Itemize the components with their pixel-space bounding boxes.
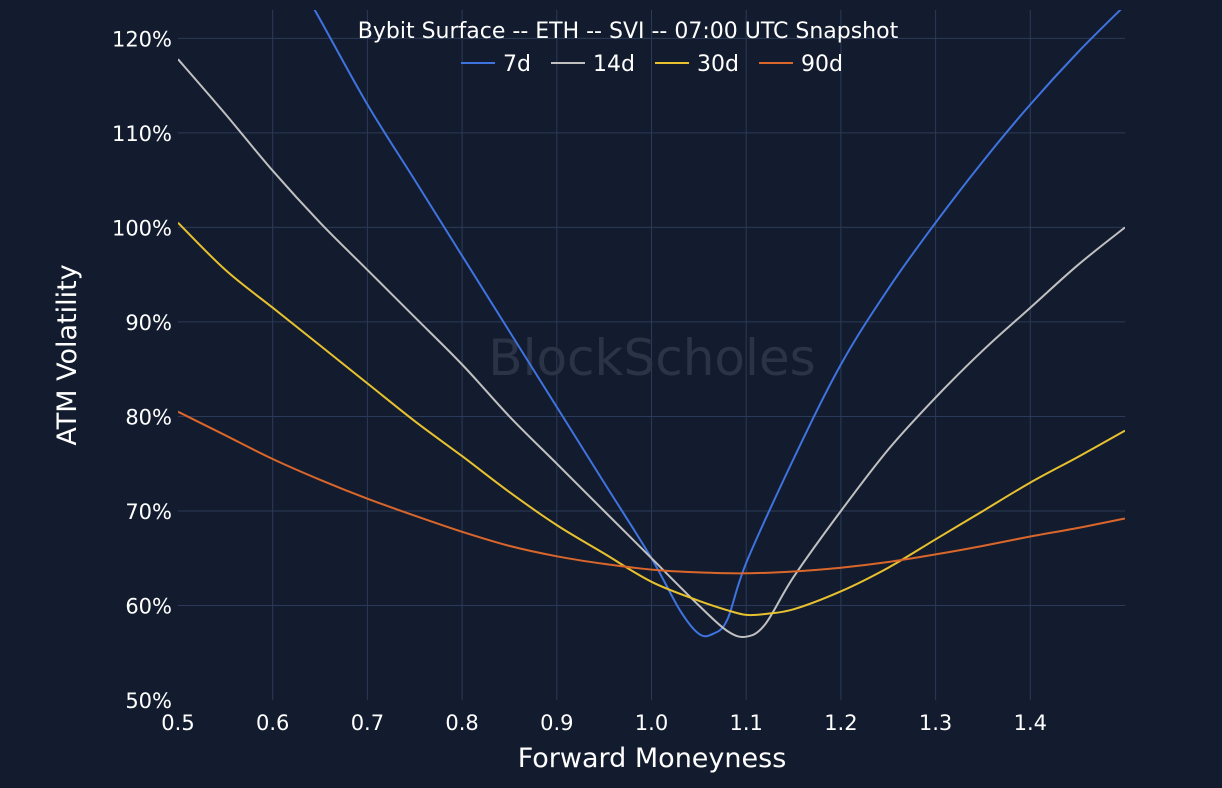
- series-group: [178, 10, 1125, 639]
- grid: [178, 10, 1125, 700]
- series-line-7d: [313, 10, 1122, 638]
- x-tick-label: 1.0: [635, 711, 668, 735]
- y-axis-title: ATM Volatility: [52, 264, 83, 445]
- x-tick-label: 0.6: [256, 711, 289, 735]
- x-tick-label: 1.3: [919, 711, 952, 735]
- legend-label: 7d: [503, 52, 531, 77]
- y-tick-label: 100%: [112, 216, 172, 240]
- chart-title: Bybit Surface -- ETH -- SVI -- 07:00 UTC…: [358, 19, 899, 44]
- y-tick-label: 90%: [125, 311, 172, 335]
- x-tick-label: 0.7: [351, 711, 384, 735]
- x-tick-label: 1.1: [729, 711, 762, 735]
- legend-item-14d[interactable]: 14d: [551, 52, 635, 77]
- y-axis-ticks: 50% 60% 70% 80% 90% 100% 110% 120%: [112, 27, 172, 713]
- y-tick-label: 70%: [125, 500, 172, 524]
- legend-label: 90d: [801, 52, 843, 77]
- x-tick-label: 0.9: [540, 711, 573, 735]
- x-axis-title: Forward Moneyness: [518, 743, 787, 774]
- x-tick-label: 0.8: [445, 711, 478, 735]
- legend-label: 30d: [697, 52, 739, 77]
- series-line-30d: [178, 221, 1125, 617]
- y-tick-label: 80%: [125, 405, 172, 429]
- y-tick-label: 120%: [112, 27, 172, 51]
- legend-item-30d[interactable]: 30d: [655, 52, 739, 77]
- series-line-90d: [178, 410, 1125, 575]
- x-tick-label: 1.4: [1014, 711, 1047, 735]
- x-tick-label: 0.5: [161, 711, 194, 735]
- legend-item-90d[interactable]: 90d: [759, 52, 843, 77]
- x-tick-label: 1.2: [824, 711, 857, 735]
- watermark: BlockScholes: [488, 329, 815, 387]
- y-tick-label: 60%: [125, 594, 172, 618]
- x-axis-ticks: 0.5 0.6 0.7 0.8 0.9 1.0 1.1 1.2 1.3 1.4: [161, 711, 1047, 735]
- y-tick-label: 110%: [112, 122, 172, 146]
- y-tick-label: 50%: [125, 689, 172, 713]
- legend-item-7d[interactable]: 7d: [461, 52, 531, 77]
- legend: 7d 14d 30d 90d: [461, 52, 843, 77]
- legend-label: 14d: [593, 52, 635, 77]
